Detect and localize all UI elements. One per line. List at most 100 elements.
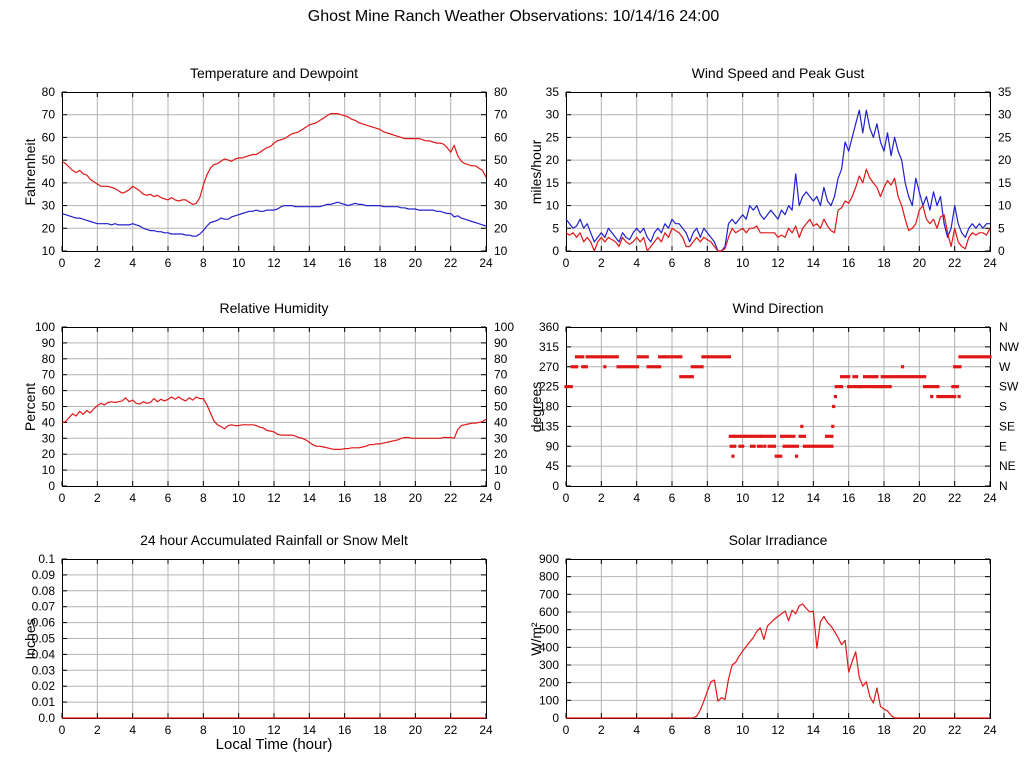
svg-text:5: 5 [998,221,1005,235]
svg-text:22: 22 [948,491,962,505]
svg-text:16: 16 [842,723,856,737]
svg-text:0: 0 [552,711,559,725]
svg-text:12: 12 [267,491,281,505]
svg-text:0: 0 [59,723,66,737]
svg-text:18: 18 [877,723,891,737]
svg-text:80: 80 [42,85,56,99]
svg-text:315: 315 [539,340,559,354]
svg-text:90: 90 [494,336,508,350]
svg-text:200: 200 [539,676,559,690]
chart-title-wind-direction: Wind Direction [732,300,824,316]
x-axis-label-local-time: Local Time (hour) [215,736,333,753]
svg-text:20: 20 [409,723,423,737]
svg-text:0.04: 0.04 [32,647,56,661]
svg-text:8: 8 [200,491,207,505]
svg-text:40: 40 [42,415,56,429]
svg-text:24: 24 [479,723,493,737]
svg-text:20: 20 [913,723,927,737]
svg-text:80: 80 [42,352,56,366]
svg-text:50: 50 [42,400,56,414]
svg-text:0: 0 [998,244,1005,258]
svg-text:0: 0 [59,491,66,505]
svg-text:0: 0 [48,479,55,493]
svg-text:600: 600 [539,605,559,619]
svg-text:20: 20 [913,256,927,270]
svg-text:14: 14 [807,256,821,270]
svg-text:30: 30 [494,199,508,213]
svg-text:10: 10 [232,491,246,505]
svg-text:50: 50 [494,400,508,414]
chart-title-temperature-dewpoint: Temperature and Dewpoint [189,65,359,81]
svg-text:10: 10 [546,199,560,213]
svg-text:0: 0 [563,256,570,270]
svg-text:70: 70 [42,368,56,382]
svg-text:18: 18 [877,491,891,505]
svg-text:0: 0 [563,723,570,737]
svg-text:NE: NE [999,459,1016,473]
series-dewpoint [61,201,487,237]
svg-text:4: 4 [633,491,640,505]
svg-text:18: 18 [877,256,891,270]
svg-text:20: 20 [494,447,508,461]
svg-text:22: 22 [948,723,962,737]
series-relative-humidity [61,396,487,450]
svg-text:22: 22 [444,723,458,737]
svg-text:50: 50 [494,153,508,167]
svg-text:40: 40 [494,415,508,429]
svg-text:2: 2 [598,256,605,270]
svg-text:2: 2 [94,723,101,737]
svg-text:10: 10 [736,723,750,737]
svg-text:16: 16 [842,491,856,505]
svg-text:8: 8 [200,256,207,270]
svg-text:0: 0 [552,244,559,258]
svg-text:14: 14 [303,256,317,270]
svg-text:20: 20 [409,491,423,505]
svg-text:24: 24 [479,491,493,505]
svg-text:6: 6 [165,256,172,270]
chart-title-relative-humidity: Relative Humidity [219,300,329,316]
svg-text:70: 70 [494,368,508,382]
y-axis-label-percent: Percent [22,382,38,432]
svg-text:360: 360 [539,320,559,334]
svg-text:14: 14 [807,723,821,737]
svg-text:300: 300 [539,658,559,672]
svg-text:0.0: 0.0 [38,711,55,725]
svg-text:8: 8 [704,723,711,737]
svg-text:0.03: 0.03 [32,663,56,677]
svg-text:10: 10 [42,244,56,258]
svg-text:22: 22 [948,256,962,270]
svg-text:10: 10 [736,491,750,505]
series-temperature [61,112,487,205]
svg-text:10: 10 [494,463,508,477]
svg-text:50: 50 [42,153,56,167]
svg-text:0: 0 [59,256,66,270]
svg-text:0.08: 0.08 [32,584,56,598]
svg-text:0: 0 [563,491,570,505]
svg-text:8: 8 [704,256,711,270]
svg-text:14: 14 [303,723,317,737]
svg-text:800: 800 [539,570,559,584]
svg-text:22: 22 [444,256,458,270]
chart-24-hour-accumulated-rainfall-or-snow-melt: 0.0 0.01 0.02 0.03 0.040.05 0.06 0.07 0.08 0.09 0… [32,552,493,737]
svg-text:8: 8 [704,491,711,505]
svg-text:0.02: 0.02 [32,679,56,693]
svg-text:0.01: 0.01 [32,695,56,709]
y-axis-label-fahrenheit: Fahrenheit [22,138,38,206]
svg-text:45: 45 [546,459,560,473]
chart-title-solar-irradiance: Solar Irradiance [728,532,828,548]
svg-text:4: 4 [129,723,136,737]
svg-text:30: 30 [998,108,1012,122]
page-title: Ghost Mine Ranch Weather Observations: 1… [307,8,720,25]
svg-text:500: 500 [539,623,559,637]
svg-text:60: 60 [494,130,508,144]
svg-text:80: 80 [494,352,508,366]
svg-text:60: 60 [42,130,56,144]
svg-text:12: 12 [771,256,785,270]
svg-text:10: 10 [998,199,1012,213]
svg-text:2: 2 [94,491,101,505]
